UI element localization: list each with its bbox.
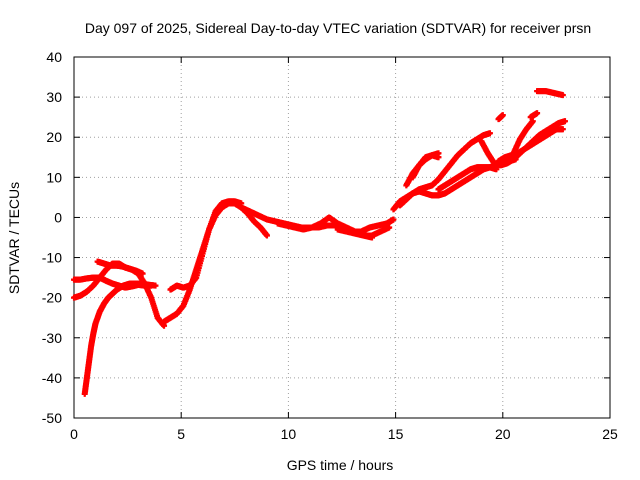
series-16 (510, 118, 536, 157)
series-2 (94, 258, 146, 277)
x-tick-label: 15 (388, 426, 404, 442)
series-8 (334, 224, 393, 239)
data-point (152, 282, 159, 289)
data-point (493, 166, 500, 173)
y-tick-label: -40 (42, 370, 62, 386)
data-point (534, 110, 541, 117)
x-tick-label: 0 (70, 426, 78, 442)
series-15 (495, 126, 566, 165)
y-tick-labels: -50 -40 -30 -20 -10 0 10 20 30 40 (42, 49, 62, 426)
data-point (263, 232, 270, 239)
data-point (139, 270, 146, 277)
data-point (559, 92, 566, 99)
data-point (386, 224, 393, 231)
grid (74, 57, 610, 418)
series-3 (81, 280, 159, 397)
y-tick-label: 10 (46, 169, 62, 185)
axis-ticks (73, 56, 611, 419)
series-1 (71, 260, 168, 329)
data-point (486, 130, 493, 137)
data-point (499, 112, 506, 119)
chart-title: Day 097 of 2025, Sidereal Day-to-day VTE… (85, 20, 591, 36)
x-tick-label: 20 (495, 426, 511, 442)
y-axis-label: SDTVAR / TECUs (6, 182, 22, 294)
y-tick-label: -50 (42, 410, 62, 426)
series-13 (435, 164, 500, 193)
x-axis-label: GPS time / hours (287, 457, 394, 473)
y-tick-label: -10 (42, 250, 62, 266)
data-point (435, 154, 442, 161)
data-point (559, 126, 566, 133)
y-tick-label: -20 (42, 290, 62, 306)
series-5 (167, 198, 245, 293)
series-18 (495, 112, 506, 123)
series-17 (534, 88, 566, 99)
x-tick-label: 5 (177, 426, 185, 442)
y-tick-label: 0 (54, 209, 62, 225)
y-tick-label: -30 (42, 330, 62, 346)
x-tick-label: 25 (602, 426, 618, 442)
data-point (561, 118, 568, 125)
series-14 (478, 118, 568, 169)
x-tick-labels: 0 5 10 15 20 25 (70, 426, 618, 442)
data-points (71, 88, 568, 397)
y-tick-label: 20 (46, 129, 62, 145)
plot-frame (73, 56, 611, 419)
y-tick-label: 40 (46, 49, 62, 65)
data-point (390, 216, 397, 223)
series-19 (527, 110, 541, 121)
x-tick-label: 10 (281, 426, 297, 442)
series-12 (409, 152, 442, 181)
y-tick-label: 30 (46, 89, 62, 105)
